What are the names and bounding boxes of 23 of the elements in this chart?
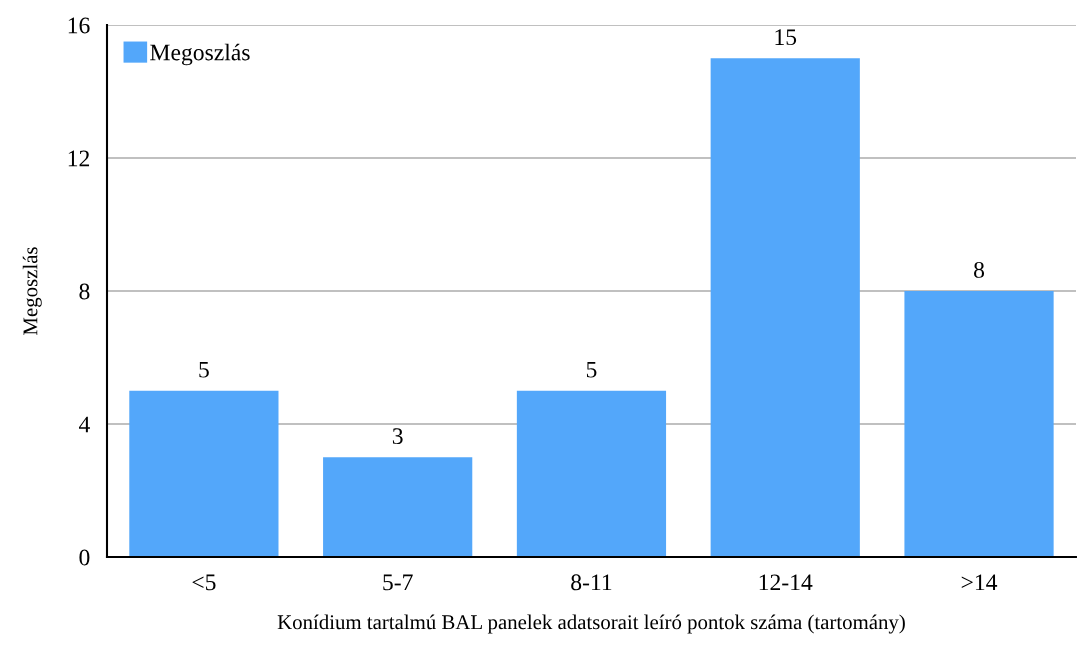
x-tick-label: 12-14: [759, 574, 813, 591]
bar: [904, 291, 1054, 557]
y-tick-label: 12: [68, 150, 90, 167]
x-tick-label: 8-11: [571, 574, 612, 591]
x-axis-title: Konídium tartalmú BAL panelek adatsorait leíró pontok száma (tartomány): [277, 614, 905, 634]
y-tick-label: 16: [68, 17, 90, 34]
bar: [129, 390, 279, 557]
y-axis-title: Megoszlás: [22, 247, 42, 335]
y-tick-label: 8: [79, 283, 90, 300]
data-label: 5: [199, 361, 209, 378]
bar: [516, 390, 667, 557]
x-tick-label: 5-7: [383, 574, 413, 591]
data-label: 3: [392, 428, 403, 445]
legend-label: Megoszlás: [150, 43, 250, 66]
data-label: 15: [775, 29, 797, 46]
bar: [710, 58, 860, 557]
data-label: 8: [974, 261, 985, 278]
x-tick-label: >14: [961, 574, 998, 591]
y-tick-label: 4: [78, 416, 90, 433]
x-tick-label: <5: [192, 574, 216, 591]
data-label: 5: [586, 361, 597, 378]
bar: [323, 457, 473, 557]
y-tick-label: 0: [79, 549, 90, 566]
